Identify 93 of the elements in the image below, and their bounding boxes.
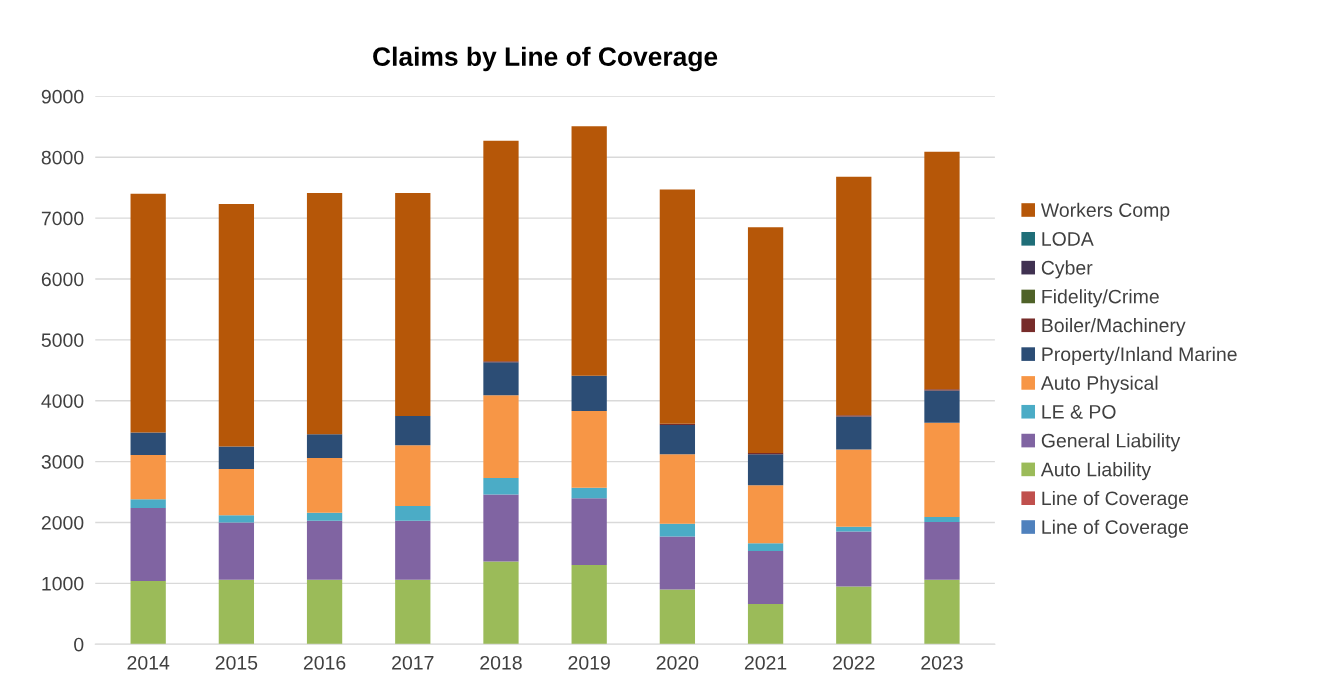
legend-label: Line of Coverage <box>1042 519 1189 538</box>
bar <box>747 551 784 605</box>
bar <box>836 526 872 532</box>
bar <box>218 522 255 580</box>
x-tick-label: 2021 <box>744 655 787 670</box>
bar <box>130 454 166 500</box>
x-tick-label: 2015 <box>215 655 258 670</box>
bar <box>924 521 960 580</box>
x-tick-label: 2017 <box>392 655 434 670</box>
y-tick-label: 6000 <box>41 272 84 287</box>
bar <box>218 468 255 516</box>
legend-label: Auto Physical <box>1040 375 1158 394</box>
bar <box>659 523 696 537</box>
y-tick-label: 7000 <box>41 211 84 226</box>
bar <box>395 193 431 416</box>
bar <box>130 193 166 433</box>
chart-title: Claims by Line of Coverage <box>373 46 718 72</box>
bar <box>218 204 255 447</box>
bar <box>659 454 696 524</box>
bar <box>306 520 343 580</box>
bar <box>924 151 960 390</box>
bar <box>218 515 255 523</box>
y-tick-label: 1000 <box>42 576 84 591</box>
bar <box>483 395 519 479</box>
bar <box>483 478 519 495</box>
legend-label: Fidelity/Crime <box>1042 289 1159 308</box>
bar <box>571 126 607 376</box>
bar <box>130 580 166 645</box>
bar <box>836 176 872 416</box>
bar <box>836 416 872 450</box>
y-tick-label: 3000 <box>41 455 84 469</box>
bar <box>571 487 607 499</box>
bar <box>306 457 343 513</box>
y-tick-label: 2000 <box>41 515 84 530</box>
bar <box>395 579 431 645</box>
bar <box>130 432 166 455</box>
x-tick-label: 2023 <box>921 655 963 670</box>
legend-label: LE & PO <box>1042 404 1116 419</box>
bar <box>571 565 607 645</box>
bar <box>836 531 872 587</box>
x-tick-label: 2018 <box>480 655 522 670</box>
legend-label: General Liability <box>1041 433 1181 452</box>
y-tick-label: 0 <box>74 637 84 652</box>
bar <box>659 589 696 645</box>
bar <box>395 506 431 521</box>
bar <box>747 543 784 552</box>
x-tick-label: 2016 <box>303 655 346 670</box>
y-tick-label: 9000 <box>41 89 84 104</box>
bar <box>571 375 607 412</box>
x-tick-label: 2022 <box>833 655 875 670</box>
legend-label: Workers Comp <box>1040 202 1170 221</box>
bar <box>924 579 960 645</box>
bar <box>924 390 960 423</box>
bar <box>747 604 784 645</box>
bar <box>659 536 696 590</box>
bar <box>483 494 519 562</box>
bar <box>924 517 960 522</box>
bar <box>483 140 519 362</box>
bar <box>306 579 343 645</box>
legend-label: Cyber <box>1041 260 1093 279</box>
bar <box>483 561 519 645</box>
y-tick-label: 5000 <box>41 333 84 348</box>
legend-label: Line of Coverage <box>1042 490 1189 510</box>
bar <box>306 434 343 458</box>
bar <box>571 498 607 566</box>
bar <box>395 415 431 446</box>
bar <box>483 362 519 396</box>
x-tick-label: 2019 <box>568 655 610 670</box>
bar <box>130 507 166 581</box>
bar <box>395 520 431 580</box>
bar <box>571 411 607 488</box>
bar <box>218 446 255 469</box>
bar <box>924 422 960 518</box>
bar <box>836 449 872 527</box>
legend-label: Boiler/Machinery <box>1042 318 1186 337</box>
bar <box>747 485 784 544</box>
legend-label: Auto Liability <box>1040 462 1152 481</box>
y-tick-label: 4000 <box>41 394 84 408</box>
bar <box>306 193 343 435</box>
bar <box>659 189 696 424</box>
legend-label: LODA <box>1042 232 1094 246</box>
bar <box>306 512 343 521</box>
x-tick-label: 2014 <box>127 655 170 670</box>
bar <box>395 445 431 507</box>
x-tick-label: 2020 <box>656 655 699 670</box>
bar <box>747 227 784 454</box>
bar <box>747 454 784 486</box>
bar <box>836 586 872 645</box>
legend-label: Property/Inland Marine <box>1042 346 1237 365</box>
y-tick-label: 8000 <box>41 150 84 165</box>
bar <box>218 579 255 645</box>
bar <box>130 499 166 508</box>
bar <box>659 425 696 455</box>
